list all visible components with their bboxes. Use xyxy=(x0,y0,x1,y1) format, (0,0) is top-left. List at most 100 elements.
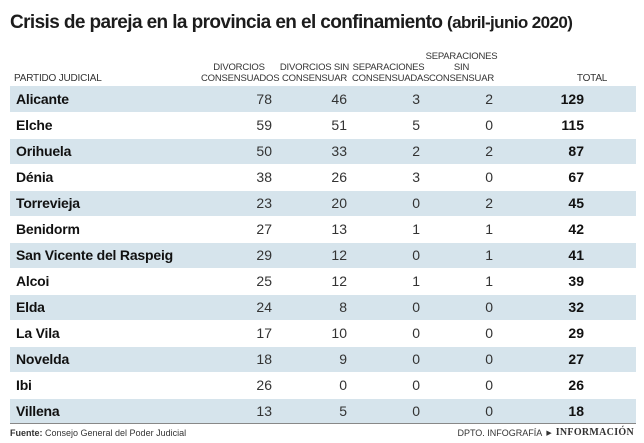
header-divorcios-consensuados-line1: DIVORCIOS xyxy=(213,62,265,73)
row-partido-name: Benidorm xyxy=(10,216,201,243)
header-separaciones-sin-consensuar-line1: SEPARACIONES xyxy=(425,51,498,62)
cell-separaciones-consensuadas: 3 xyxy=(352,164,425,191)
row-partido-name: Torrevieja xyxy=(10,190,201,217)
cell-total: 39 xyxy=(498,268,636,295)
table-row: Elda 24 8 0 0 32 xyxy=(10,294,636,321)
cell-separaciones-sin-consensuar: 1 xyxy=(425,268,498,295)
cell-divorcios-sin-consensuar: 33 xyxy=(277,138,352,165)
table-row: Dénia 38 26 3 0 67 xyxy=(10,164,636,191)
cell-separaciones-sin-consensuar: 0 xyxy=(425,372,498,399)
cell-divorcios-consensuados: 26 xyxy=(201,372,277,399)
data-table: PARTIDO JUDICIAL DIVORCIOS CONSENSUADOS … xyxy=(10,51,636,425)
cell-separaciones-sin-consensuar: 1 xyxy=(425,242,498,269)
cell-total: 129 xyxy=(498,86,636,113)
cell-separaciones-consensuadas: 0 xyxy=(352,372,425,399)
table-row: Villena 13 5 0 0 18 xyxy=(10,398,636,425)
cell-separaciones-sin-consensuar: 0 xyxy=(425,398,498,425)
row-partido-name: Alcoi xyxy=(10,268,201,295)
cell-divorcios-consensuados: 29 xyxy=(201,242,277,269)
table-row: Orihuela 50 33 2 2 87 xyxy=(10,138,636,165)
cell-total: 87 xyxy=(498,138,636,165)
header-separaciones-sin-consensuar: SEPARACIONES SIN CONSENSUAR xyxy=(425,51,498,86)
cell-separaciones-consensuadas: 0 xyxy=(352,398,425,425)
cell-divorcios-sin-consensuar: 26 xyxy=(277,164,352,191)
cell-separaciones-consensuadas: 1 xyxy=(352,216,425,243)
cell-divorcios-sin-consensuar: 5 xyxy=(277,398,352,425)
source-note: Fuente: Consejo General del Poder Judici… xyxy=(10,428,186,438)
cell-total: 29 xyxy=(498,320,636,347)
header-divorcios-sin-consensuar-line2: CONSENSUAR xyxy=(281,73,348,84)
cell-separaciones-sin-consensuar: 0 xyxy=(425,320,498,347)
cell-separaciones-sin-consensuar: 0 xyxy=(425,294,498,321)
header-partido-judicial: PARTIDO JUDICIAL xyxy=(14,73,102,84)
cell-divorcios-consensuados: 78 xyxy=(201,86,277,113)
cell-separaciones-consensuadas: 2 xyxy=(352,138,425,165)
table-row: Torrevieja 23 20 0 2 45 xyxy=(10,190,636,217)
header-divorcios-consensuados-line2: CONSENSUADOS xyxy=(201,73,280,84)
cell-separaciones-sin-consensuar: 2 xyxy=(425,138,498,165)
cell-divorcios-consensuados: 18 xyxy=(201,346,277,373)
cell-separaciones-consensuadas: 0 xyxy=(352,320,425,347)
header-separaciones-consensuadas: SEPARACIONES CONSENSUADAS xyxy=(352,51,430,86)
table-body: Alicante 78 46 3 2 129 Elche 59 51 5 0 115 Orihuela 5… xyxy=(10,86,636,425)
cell-total: 115 xyxy=(498,112,636,139)
cell-total: 27 xyxy=(498,346,636,373)
cell-total: 42 xyxy=(498,216,636,243)
cell-divorcios-consensuados: 24 xyxy=(201,294,277,321)
cell-separaciones-sin-consensuar: 1 xyxy=(425,216,498,243)
cell-separaciones-consensuadas: 5 xyxy=(352,112,425,139)
header-separaciones-sin-consensuar-line2: SIN CONSENSUAR xyxy=(428,62,495,84)
cell-separaciones-consensuadas: 0 xyxy=(352,294,425,321)
credit: DPTO. INFOGRAFÍA ▶ INFORMACIÓN xyxy=(457,427,634,438)
cell-separaciones-consensuadas: 0 xyxy=(352,242,425,269)
cell-divorcios-consensuados: 50 xyxy=(201,138,277,165)
cell-divorcios-consensuados: 17 xyxy=(201,320,277,347)
table-row: Novelda 18 9 0 0 27 xyxy=(10,346,636,373)
cell-separaciones-sin-consensuar: 0 xyxy=(425,112,498,139)
header-separaciones-consensuadas-line2: CONSENSUADAS xyxy=(352,73,430,84)
row-partido-name: Orihuela xyxy=(10,138,201,165)
cell-divorcios-consensuados: 13 xyxy=(201,398,277,425)
brand-logo: INFORMACIÓN xyxy=(555,427,634,438)
title-main: Crisis de pareja en la provincia en el c… xyxy=(10,12,443,33)
table-row: Alcoi 25 12 1 1 39 xyxy=(10,268,636,295)
cell-total: 18 xyxy=(498,398,636,425)
row-partido-name: Ibi xyxy=(10,372,201,399)
cell-total: 45 xyxy=(498,190,636,217)
title-period: (abril-junio 2020) xyxy=(447,13,573,32)
cell-separaciones-consensuadas: 0 xyxy=(352,190,425,217)
cell-separaciones-consensuadas: 1 xyxy=(352,268,425,295)
cell-divorcios-sin-consensuar: 12 xyxy=(277,268,352,295)
row-partido-name: Dénia xyxy=(10,164,201,191)
source-label: Fuente: xyxy=(10,428,43,438)
row-partido-name: La Vila xyxy=(10,320,201,347)
row-partido-name: San Vicente del Raspeig xyxy=(10,242,201,269)
table-row: San Vicente del Raspeig 29 12 0 1 41 xyxy=(10,242,636,269)
header-separaciones-consensuadas-line1: SEPARACIONES xyxy=(352,62,425,73)
cell-divorcios-sin-consensuar: 13 xyxy=(277,216,352,243)
header-divorcios-consensuados: DIVORCIOS CONSENSUADOS xyxy=(201,51,280,86)
cell-divorcios-consensuados: 27 xyxy=(201,216,277,243)
cell-divorcios-consensuados: 38 xyxy=(201,164,277,191)
header-total: TOTAL xyxy=(576,73,608,84)
cell-divorcios-sin-consensuar: 20 xyxy=(277,190,352,217)
cell-total: 26 xyxy=(498,372,636,399)
cell-divorcios-consensuados: 23 xyxy=(201,190,277,217)
cell-divorcios-sin-consensuar: 8 xyxy=(277,294,352,321)
row-partido-name: Elche xyxy=(10,112,201,139)
cell-divorcios-consensuados: 25 xyxy=(201,268,277,295)
table-row: Benidorm 27 13 1 1 42 xyxy=(10,216,636,243)
credit-dept: DPTO. INFOGRAFÍA xyxy=(457,427,543,438)
header-row: PARTIDO JUDICIAL DIVORCIOS CONSENSUADOS … xyxy=(10,51,636,86)
source-text: Consejo General del Poder Judicial xyxy=(42,428,187,438)
row-partido-name: Villena xyxy=(10,398,201,425)
cell-divorcios-sin-consensuar: 12 xyxy=(277,242,352,269)
chart-title: Crisis de pareja en la provincia en el c… xyxy=(10,12,573,34)
cell-divorcios-sin-consensuar: 46 xyxy=(277,86,352,113)
cell-separaciones-sin-consensuar: 0 xyxy=(425,346,498,373)
cell-divorcios-sin-consensuar: 10 xyxy=(277,320,352,347)
table-row: Ibi 26 0 0 0 26 xyxy=(10,372,636,399)
cell-total: 67 xyxy=(498,164,636,191)
cell-separaciones-sin-consensuar: 2 xyxy=(425,86,498,113)
cell-separaciones-sin-consensuar: 0 xyxy=(425,164,498,191)
